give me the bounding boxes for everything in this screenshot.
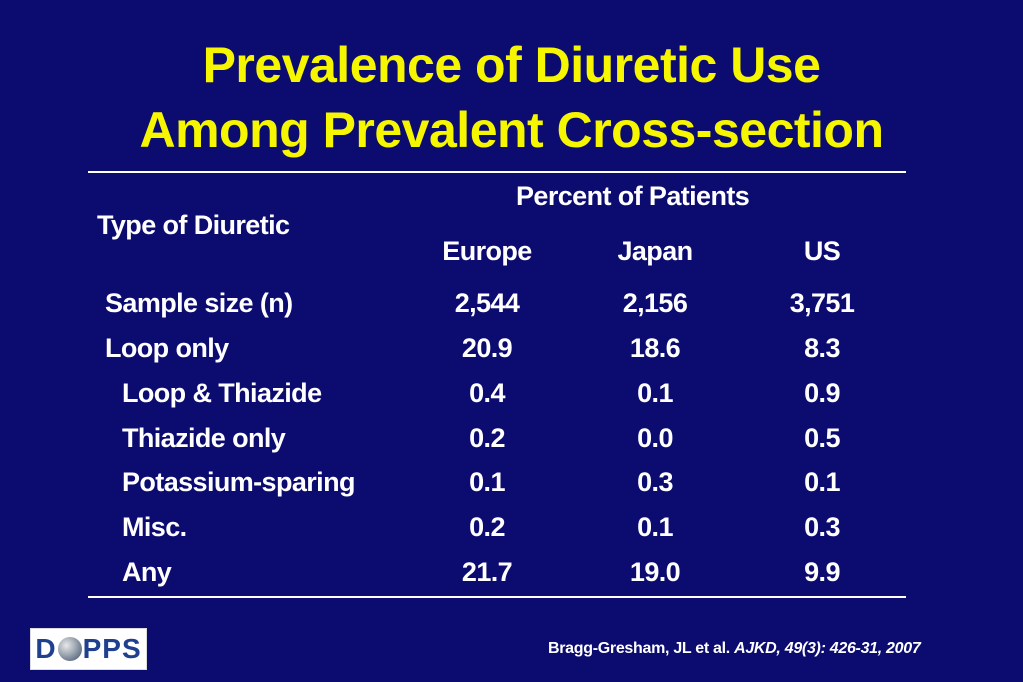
row-label-misc: Misc. — [122, 512, 187, 542]
cell-europe: 20.9 — [461, 333, 513, 363]
citation: Bragg-Gresham, JL et al. AJKD, 49(3): 42… — [548, 640, 921, 658]
row-label-thiazide-only: Thiazide only — [122, 423, 286, 453]
cell-us: 0.3 — [804, 512, 840, 542]
slide-title-line-1: Prevalence of Diuretic Use — [202, 37, 821, 93]
table-top-rule — [88, 171, 906, 173]
cell-europe: 0.1 — [469, 467, 505, 497]
cell-japan: 0.3 — [637, 467, 673, 497]
cell-us: 0.5 — [804, 423, 840, 453]
row-label-sample-size: Sample size (n) — [105, 288, 293, 318]
cell-us: 9.9 — [804, 557, 840, 587]
row-label-loop-thiazide: Loop & Thiazide — [122, 378, 322, 408]
cell-japan: 0.1 — [637, 512, 673, 542]
column-header-europe: Europe — [442, 236, 532, 266]
dopps-logo: D PPS — [30, 628, 147, 670]
column-header-japan: Japan — [617, 236, 693, 266]
logo-text-left: D — [35, 633, 57, 664]
slide-title-line-2: Among Prevalent Cross-section — [139, 102, 884, 158]
table-bottom-rule — [88, 596, 906, 598]
cell-europe: 21.7 — [461, 557, 513, 587]
citation-authors: Bragg-Gresham, JL et al. — [548, 640, 730, 657]
cell-us: 0.1 — [804, 467, 840, 497]
cell-japan: 0.0 — [637, 423, 673, 453]
cell-europe: 0.4 — [469, 378, 505, 408]
percent-of-patients-header: Percent of Patients — [516, 181, 750, 211]
cell-us: 0.9 — [804, 378, 840, 408]
citation-source: AJKD, 49(3): 426-31, 2007 — [734, 640, 921, 657]
row-label-any: Any — [122, 557, 172, 587]
cell-us: 3,751 — [789, 288, 855, 318]
type-of-diuretic-header: Type of Diuretic — [97, 210, 290, 240]
cell-europe: 0.2 — [469, 423, 505, 453]
column-header-us: US — [803, 236, 841, 266]
row-label-potassium-sparing: Potassium-sparing — [122, 467, 355, 497]
cell-japan: 2,156 — [622, 288, 688, 318]
cell-japan: 19.0 — [629, 557, 681, 587]
cell-us: 8.3 — [804, 333, 840, 363]
cell-europe: 2,544 — [454, 288, 520, 318]
row-label-loop-only: Loop only — [105, 333, 229, 363]
cell-japan: 0.1 — [637, 378, 673, 408]
logo-text-right: PPS — [82, 633, 142, 664]
globe-icon — [57, 637, 82, 661]
cell-japan: 18.6 — [629, 333, 681, 363]
cell-europe: 0.2 — [469, 512, 505, 542]
